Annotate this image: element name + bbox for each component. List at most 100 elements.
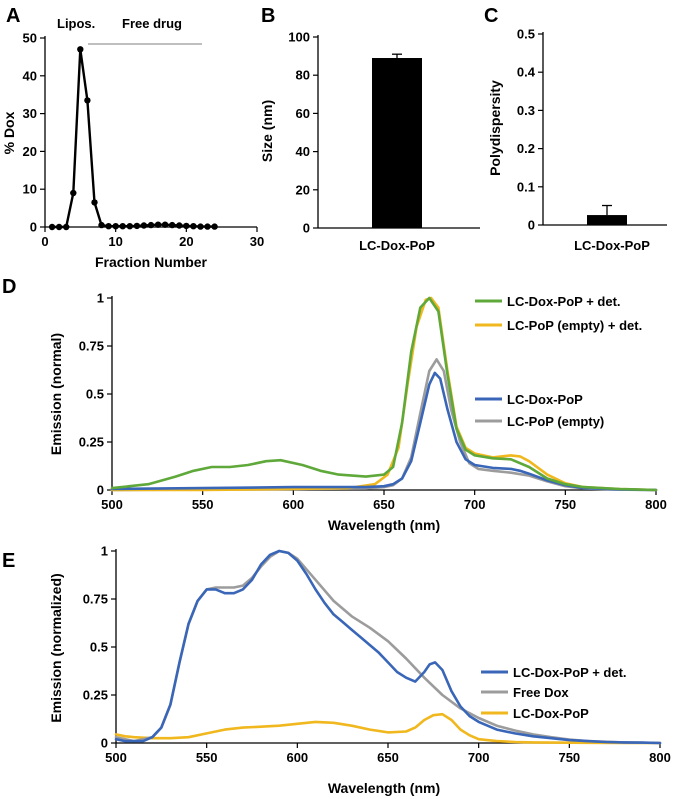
series-line-lc-dox-pop-det	[114, 549, 662, 745]
y-tick-label: 20	[296, 182, 310, 197]
data-point	[77, 46, 84, 53]
data-point	[183, 222, 190, 230]
data-point	[91, 199, 98, 206]
y-axis-label: Emission (normalized)	[48, 573, 64, 722]
y-tick-label: 1	[101, 544, 108, 559]
data-point	[70, 189, 77, 197]
panel-label-c: C	[484, 5, 498, 27]
y-tick-label: 0.3	[517, 103, 535, 118]
chart-d: 0 0.25 0.5 0.75 1 500 550 600 650 700 750 800 Wavele…	[48, 291, 667, 534]
legend-label: LC-Dox-PoP + det.	[513, 665, 627, 680]
y-tick-label: 40	[23, 68, 37, 83]
panel-label-e: E	[2, 550, 15, 572]
data-point	[176, 222, 183, 229]
series-line-dox	[52, 48, 215, 229]
x-tick-label: 550	[196, 750, 218, 765]
x-tick-label: 600	[286, 750, 308, 765]
data-point	[98, 221, 105, 229]
data-point	[140, 222, 148, 229]
y-tick-label: 0.1	[517, 179, 535, 194]
y-tick-label: 20	[23, 144, 37, 159]
x-tick-label: 750	[554, 497, 576, 512]
x-tick-label: 20	[179, 234, 193, 249]
x-tick-label: 500	[101, 497, 123, 512]
y-tick-label: 0.2	[517, 141, 535, 156]
lipos-label: Lipos.	[57, 16, 95, 31]
x-tick-label: 800	[645, 497, 667, 512]
x-tick-label: 550	[192, 497, 214, 512]
y-tick-label: 0.5	[90, 640, 108, 655]
bar-lc-dox-pop	[372, 58, 422, 229]
data-point	[62, 223, 70, 231]
y-tick-label: 0.4	[517, 65, 536, 80]
series-line-lc-dox-pop	[114, 712, 662, 745]
x-axis-label: Wavelength (nm)	[328, 517, 440, 533]
x-tick-label: 750	[558, 750, 580, 765]
y-tick-label: 0	[528, 218, 535, 233]
y-tick-label: 40	[296, 144, 310, 159]
y-axis-label: Emission (normal)	[48, 333, 64, 455]
y-tick-label: 0.75	[79, 339, 104, 354]
data-point	[48, 223, 56, 231]
y-tick-label: 80	[296, 68, 310, 83]
data-point	[204, 223, 211, 230]
x-tick-label: 800	[649, 750, 671, 765]
legend-label: LC-Dox-PoP	[513, 706, 589, 721]
y-tick-label: 100	[288, 30, 310, 45]
x-tick-label: 650	[377, 750, 399, 765]
x-axis-label: Wavelength (nm)	[328, 780, 440, 796]
x-tick-label: 700	[464, 497, 486, 512]
legend-label: LC-PoP (empty)	[507, 414, 604, 429]
y-tick-label: 0.25	[79, 435, 104, 450]
category-label: LC-Dox-PoP	[359, 238, 435, 253]
legend-label: LC-PoP (empty) + det.	[507, 318, 642, 333]
y-tick-label: 0	[30, 220, 37, 235]
y-axis-label: % Dox	[1, 111, 17, 154]
x-tick-label: 600	[282, 497, 304, 512]
x-tick-label: 0	[41, 234, 48, 249]
x-tick-label: 700	[468, 750, 490, 765]
data-point	[190, 223, 197, 230]
category-label: LC-Dox-PoP	[574, 238, 650, 253]
y-tick-label: 0	[97, 483, 104, 498]
y-tick-label: 0.25	[83, 688, 108, 703]
panel-label-d: D	[2, 276, 16, 298]
x-axis-label: Fraction Number	[95, 254, 208, 270]
data-point	[211, 223, 218, 230]
data-point	[169, 221, 176, 229]
y-tick-label: 0	[303, 221, 310, 236]
chart-a: Lipos. Free drug 0 10 20 30 40 50 0 10 20 30 Fract…	[1, 16, 264, 270]
data-point	[55, 223, 63, 231]
x-tick-label: 500	[105, 750, 127, 765]
x-tick-label: 30	[250, 234, 264, 249]
y-tick-label: 0.75	[83, 592, 108, 607]
chart-c: 0 0.1 0.2 0.3 0.4 0.5 Polydispersity LC-Dox-PoP	[487, 27, 667, 253]
free-drug-label: Free drug	[122, 16, 182, 31]
y-tick-label: 0.5	[517, 27, 535, 42]
legend-label: LC-Dox-PoP	[507, 392, 583, 407]
data-point	[147, 221, 155, 229]
data-point	[126, 223, 133, 230]
y-tick-label: 1	[97, 291, 104, 306]
data-point	[197, 223, 204, 230]
chart-e: 0 0.25 0.5 0.75 1 500 550 600 650 700 750 800 Wavele…	[48, 544, 671, 797]
x-tick-label: 650	[373, 497, 395, 512]
y-tick-label: 60	[296, 106, 310, 121]
legend-label: Free Dox	[513, 685, 569, 700]
data-point	[119, 223, 126, 230]
x-tick-label: 10	[108, 234, 122, 249]
y-tick-label: 0.5	[86, 387, 104, 402]
y-tick-label: 0	[101, 736, 108, 751]
series-line-lc-dox-pop	[110, 371, 658, 492]
bar-lc-dox-pop	[587, 215, 627, 225]
data-point	[105, 223, 112, 230]
y-axis-label: Polydispersity	[487, 80, 503, 176]
data-point	[84, 97, 91, 104]
panel-label-a: A	[6, 5, 20, 27]
data-point	[154, 221, 162, 228]
panel-label-b: B	[261, 5, 275, 27]
legend-label: LC-Dox-PoP + det.	[507, 294, 621, 309]
chart-b: 0 20 40 60 80 100 Size (nm) LC-Dox-PoP	[259, 30, 480, 253]
y-tick-label: 10	[23, 182, 37, 197]
